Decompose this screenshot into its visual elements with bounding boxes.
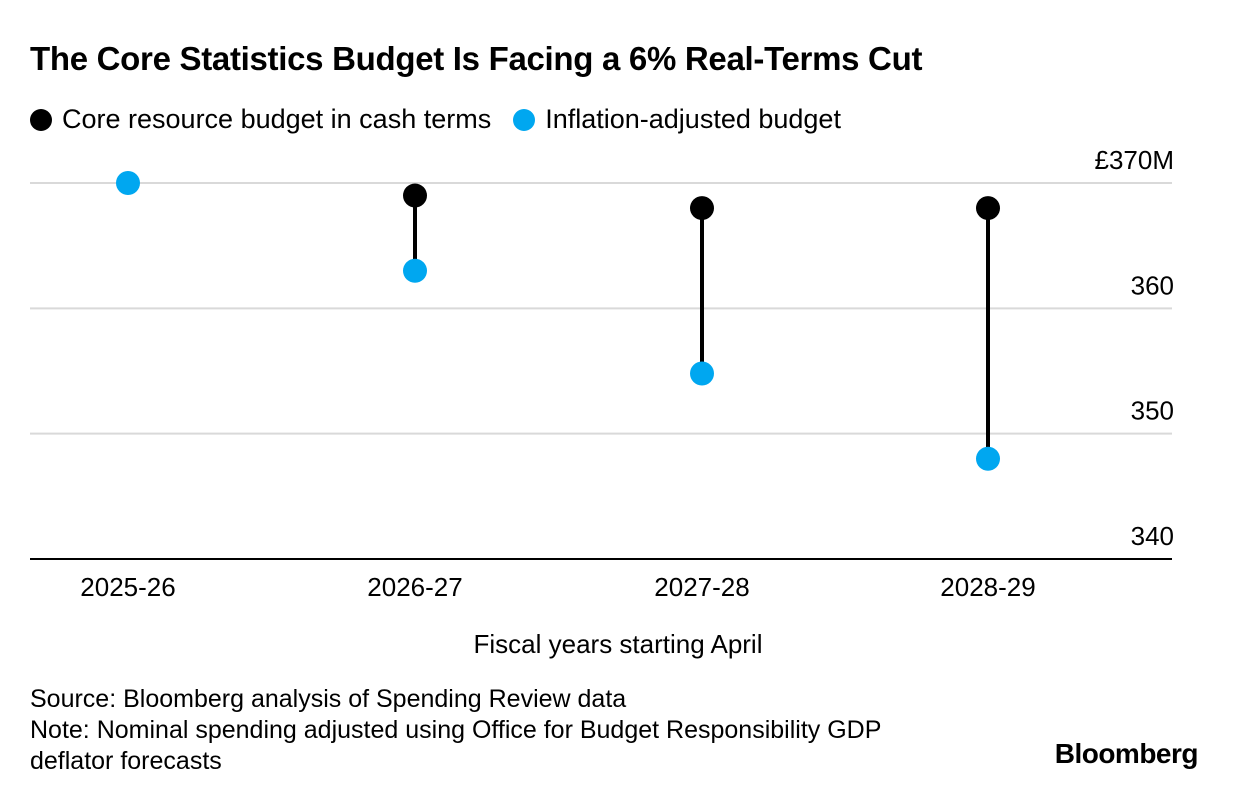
x-tick-label: 2028-29 [940, 572, 1035, 602]
inflation-adjusted-point [116, 171, 140, 195]
cash-budget-point [403, 183, 427, 208]
legend-swatch-cash [30, 108, 52, 131]
methodology-note-line1: Note: Nominal spending adjusted using Of… [30, 716, 882, 744]
source-note: Source: Bloomberg analysis of Spending R… [30, 685, 627, 713]
legend-item-cash: Core resource budget in cash terms [30, 104, 491, 135]
legend-item-inflation: Inflation-adjusted budget [513, 104, 841, 135]
legend-label-cash: Core resource budget in cash terms [62, 104, 492, 134]
brand-logo: Bloomberg [1054, 738, 1199, 769]
footer: Source: Bloomberg analysis of Spending R… [30, 684, 881, 777]
cash-budget-point [690, 196, 714, 221]
x-tick-label: 2027-28 [654, 572, 749, 602]
x-tick-label: 2026-27 [367, 572, 462, 602]
chart-title: The Core Statistics Budget Is Facing a 6… [30, 40, 923, 77]
inflation-adjusted-point [690, 361, 714, 386]
inflation-adjusted-point [976, 446, 1000, 471]
inflation-adjusted-point [403, 258, 427, 283]
legend: Core resource budget in cash terms Infla… [30, 104, 863, 135]
legend-label-inflation: Inflation-adjusted budget [545, 104, 841, 134]
y-tick-label: 360 [1131, 270, 1174, 300]
legend-swatch-inflation [513, 108, 536, 131]
cash-budget-point [976, 196, 1000, 221]
x-tick-label: 2025-26 [80, 572, 175, 602]
y-tick-label: £370M [1095, 145, 1175, 175]
methodology-note-line2: deflator forecasts [30, 747, 222, 775]
chart-plot: £370M 360 350 340 2025-26 2026-27 2027-28 2028-… [30, 145, 1175, 659]
x-axis-title: Fiscal years starting April [474, 629, 763, 659]
y-tick-label: 340 [1131, 521, 1174, 551]
y-tick-label: 350 [1131, 396, 1174, 426]
